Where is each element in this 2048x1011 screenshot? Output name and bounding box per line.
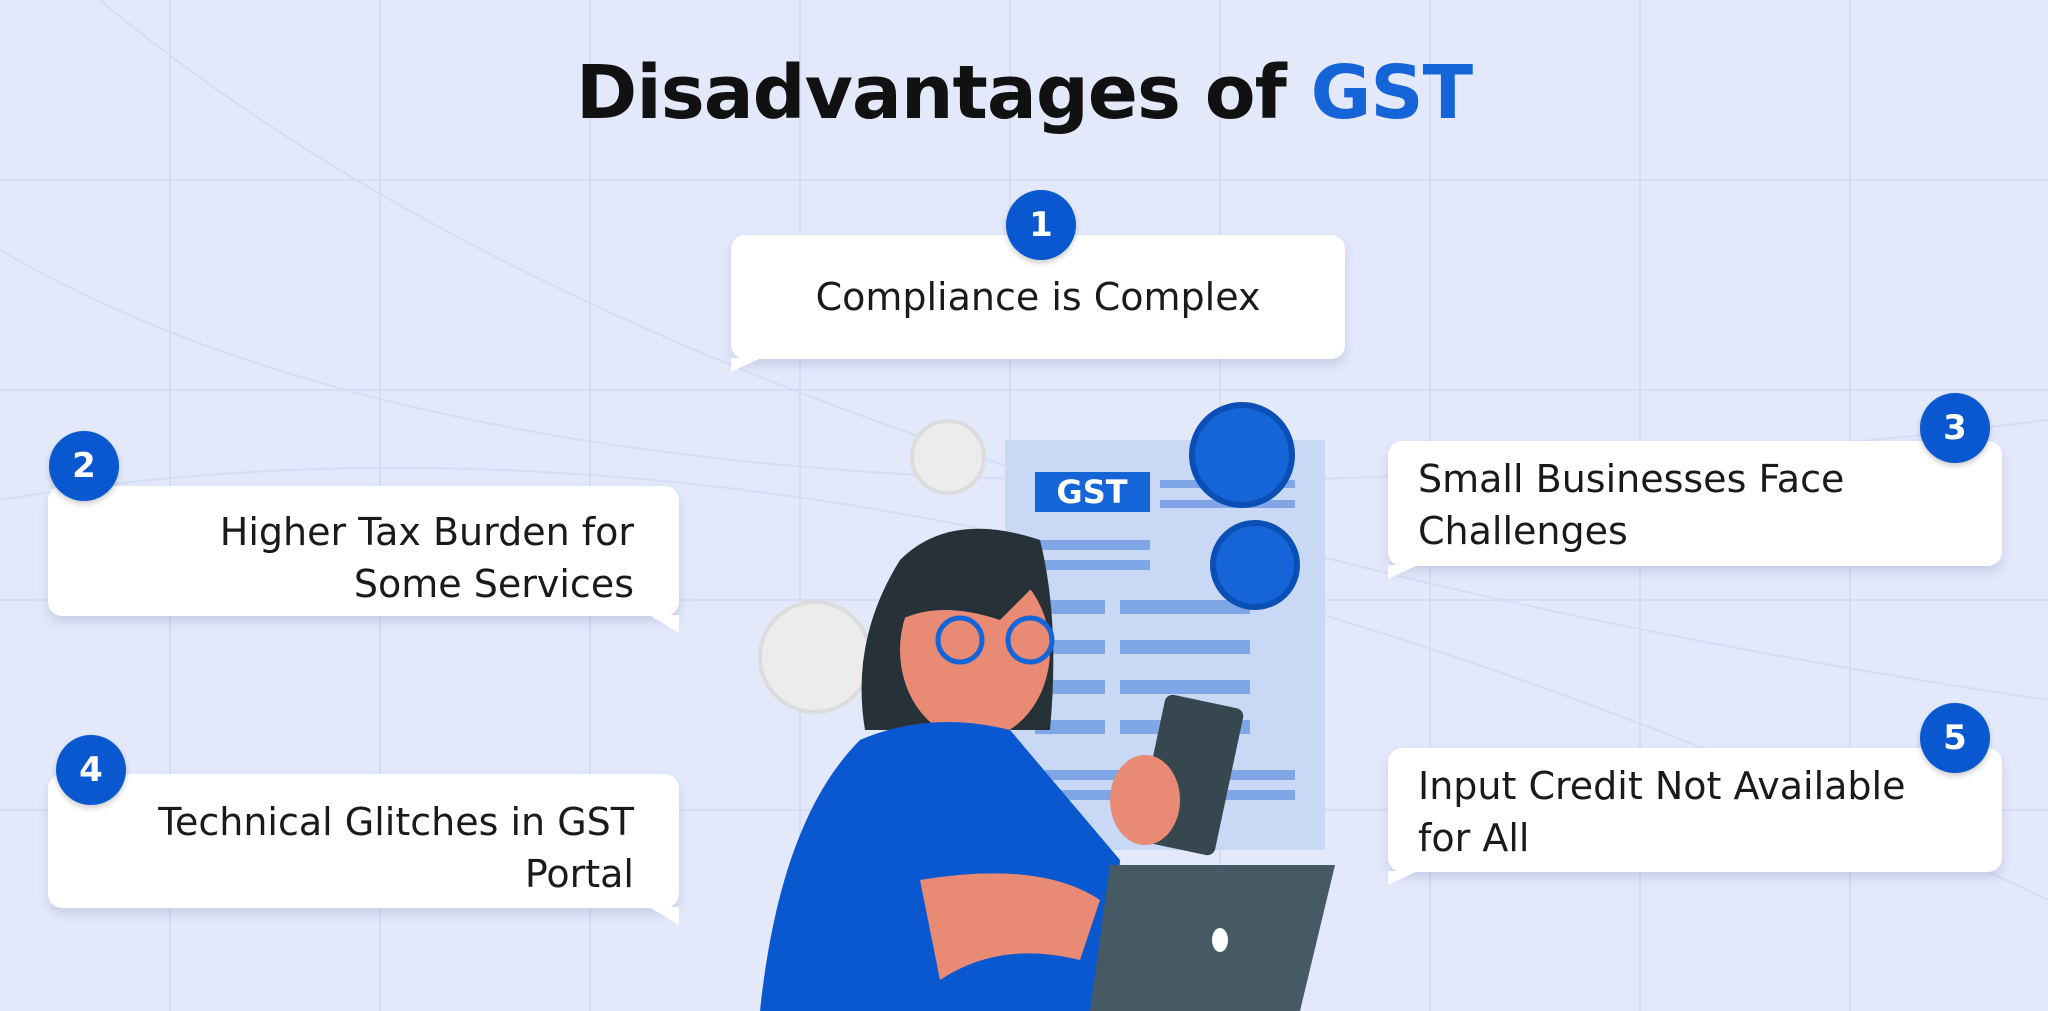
- item-text: Input Credit Not Available for All: [1418, 764, 1906, 860]
- item-card-1: Compliance is Complex: [731, 235, 1345, 359]
- number-badge-5: 5: [1920, 703, 1990, 773]
- item-card-4: Technical Glitches in GST Portal: [48, 774, 679, 908]
- card-tail: [1388, 565, 1418, 579]
- page-title: Disadvantages of GST: [0, 50, 2048, 136]
- item-text: Technical Glitches in GST Portal: [158, 800, 634, 896]
- coin-icon: [1210, 520, 1300, 610]
- card-tail: [649, 615, 679, 633]
- woman-with-calculator-illustration: GST: [758, 402, 1335, 1011]
- coin-icon: [910, 419, 986, 495]
- number-badge-3: 3: [1920, 393, 1990, 463]
- item-card-2: Higher Tax Burden for Some Services: [48, 486, 679, 616]
- item-card-5: Input Credit Not Available for All: [1388, 748, 2002, 872]
- coin-icon: [758, 600, 872, 714]
- number-badge-4: 4: [56, 735, 126, 805]
- card-tail: [1388, 871, 1418, 885]
- title-accent: GST: [1310, 50, 1474, 136]
- item-text: Compliance is Complex: [815, 275, 1261, 319]
- form-label: GST: [1056, 473, 1127, 511]
- number-badge-2: 2: [49, 431, 119, 501]
- coin-icon: [1189, 402, 1295, 508]
- number-badge-1: 1: [1006, 190, 1076, 260]
- item-text: Higher Tax Burden for Some Services: [219, 510, 634, 606]
- item-text: Small Businesses Face Challenges: [1418, 457, 1845, 553]
- card-tail: [649, 907, 679, 925]
- item-card-3: Small Businesses Face Challenges: [1388, 441, 2002, 566]
- title-text: Disadvantages of: [575, 50, 1311, 136]
- card-tail: [731, 358, 761, 372]
